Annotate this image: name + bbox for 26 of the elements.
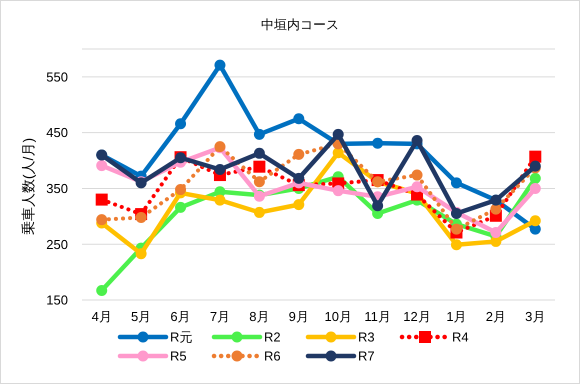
y-axis-title: 乗車人数(人/月)	[20, 138, 36, 236]
y-tick-label: 550	[46, 69, 68, 84]
x-tick-label: 6月	[170, 309, 191, 324]
y-tick-label: 250	[46, 236, 68, 252]
x-tick-label: 12月	[403, 309, 431, 324]
x-tick-label: 11月	[364, 309, 391, 324]
legend-label: R元	[170, 330, 192, 345]
y-tick-label: 450	[46, 125, 68, 140]
legend-label: R5	[170, 348, 187, 364]
y-tick-label: 350	[46, 180, 68, 196]
x-tick-label: 9月	[288, 309, 309, 324]
x-tick-label: 5月	[131, 309, 152, 324]
x-tick-label: 7月	[210, 309, 230, 324]
x-tick-label: 4月	[92, 309, 112, 324]
x-tick-label: 2月	[486, 309, 506, 324]
x-tick-label: 8月	[249, 309, 270, 324]
x-tick-label: 3月	[525, 309, 546, 324]
legend-label: R6	[264, 348, 281, 364]
x-tick-label: 1月	[446, 309, 467, 324]
legend-label: R4	[452, 330, 469, 345]
legend-label: R2	[264, 330, 281, 345]
legend-label: R3	[358, 330, 375, 345]
y-tick-label: 150	[46, 292, 68, 308]
x-tick-label: 10月	[324, 309, 352, 324]
chart-title: 中垣内コース	[261, 17, 339, 32]
legend-label: R7	[358, 348, 375, 364]
